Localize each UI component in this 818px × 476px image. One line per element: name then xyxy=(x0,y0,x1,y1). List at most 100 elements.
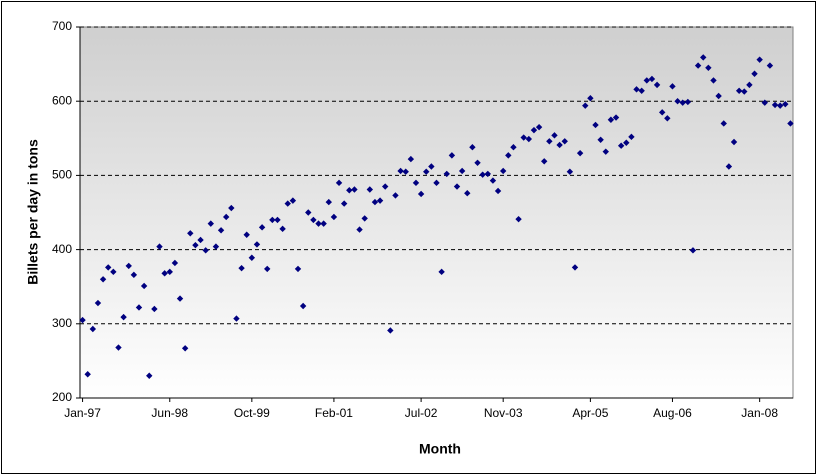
point xyxy=(489,177,497,184)
y-tick-label: 200 xyxy=(52,390,72,404)
point xyxy=(566,168,574,175)
x-tick-label: Feb-01 xyxy=(315,406,353,420)
y-tick-label: 400 xyxy=(52,242,72,256)
y-axis-title: Billets per day in tons xyxy=(25,139,41,285)
point xyxy=(438,268,445,276)
y-tick-label: 600 xyxy=(52,93,72,107)
point xyxy=(192,241,199,249)
point xyxy=(469,144,476,151)
point xyxy=(412,179,420,187)
point xyxy=(638,87,645,95)
point xyxy=(269,216,276,224)
point xyxy=(587,95,594,102)
point xyxy=(248,254,256,261)
x-tick-label: Jul-02 xyxy=(405,406,438,420)
point xyxy=(397,167,404,175)
point xyxy=(494,187,502,195)
point xyxy=(664,115,671,122)
x-tick-label: Aug-06 xyxy=(653,406,692,420)
point xyxy=(233,315,240,322)
y-tick-label: 300 xyxy=(52,316,72,330)
point xyxy=(330,213,338,221)
point xyxy=(694,62,702,69)
point xyxy=(735,87,743,95)
point xyxy=(212,243,220,250)
x-tick-label: Oct-99 xyxy=(234,406,270,420)
point xyxy=(299,302,307,310)
point xyxy=(84,371,91,378)
point xyxy=(402,168,409,175)
point xyxy=(443,170,450,178)
point xyxy=(617,142,625,149)
point xyxy=(181,345,189,352)
point xyxy=(89,325,97,333)
point xyxy=(161,270,168,277)
point xyxy=(602,148,609,155)
point xyxy=(782,100,789,108)
point xyxy=(305,209,312,216)
point xyxy=(130,271,138,279)
point xyxy=(700,54,707,61)
point xyxy=(592,121,599,129)
point xyxy=(684,98,692,106)
point xyxy=(582,102,589,109)
point xyxy=(310,216,317,224)
point xyxy=(125,262,132,270)
point xyxy=(176,295,184,302)
point xyxy=(561,138,568,145)
point xyxy=(633,86,640,93)
point xyxy=(525,135,533,143)
point xyxy=(197,236,204,244)
point xyxy=(761,99,768,106)
point xyxy=(253,241,261,248)
point xyxy=(382,183,389,190)
point xyxy=(576,149,584,157)
point xyxy=(407,155,415,163)
point xyxy=(238,264,245,272)
point xyxy=(202,247,209,254)
point xyxy=(151,305,158,313)
point xyxy=(597,136,604,143)
point xyxy=(392,192,399,199)
point xyxy=(228,204,235,212)
point xyxy=(541,158,548,165)
point xyxy=(669,83,676,90)
point xyxy=(556,141,563,149)
point xyxy=(187,230,194,237)
point xyxy=(751,70,758,77)
x-tick-label: Jun-98 xyxy=(151,406,188,420)
point xyxy=(146,372,153,379)
point xyxy=(351,186,358,193)
point xyxy=(612,114,620,121)
point xyxy=(110,268,117,276)
point xyxy=(371,198,379,206)
point xyxy=(289,197,297,204)
point xyxy=(320,220,327,227)
point xyxy=(325,198,332,206)
x-tick-label: Apr-05 xyxy=(572,406,608,420)
plot-area xyxy=(79,26,794,399)
point xyxy=(658,109,666,116)
x-tick-label: Jan-97 xyxy=(64,406,101,420)
y-tick-label: 500 xyxy=(52,168,72,182)
point xyxy=(499,167,507,175)
point xyxy=(366,186,374,193)
point xyxy=(776,102,784,109)
point xyxy=(715,92,722,100)
point xyxy=(771,101,779,109)
point xyxy=(474,159,481,166)
point xyxy=(458,167,466,175)
point xyxy=(428,163,435,170)
point xyxy=(243,231,250,238)
point xyxy=(705,64,712,72)
point xyxy=(448,152,456,159)
point xyxy=(99,276,107,283)
point xyxy=(94,299,102,307)
point xyxy=(376,197,384,204)
point xyxy=(571,264,579,271)
point xyxy=(710,77,717,84)
point xyxy=(551,132,558,139)
point xyxy=(679,99,686,106)
point xyxy=(166,268,173,276)
